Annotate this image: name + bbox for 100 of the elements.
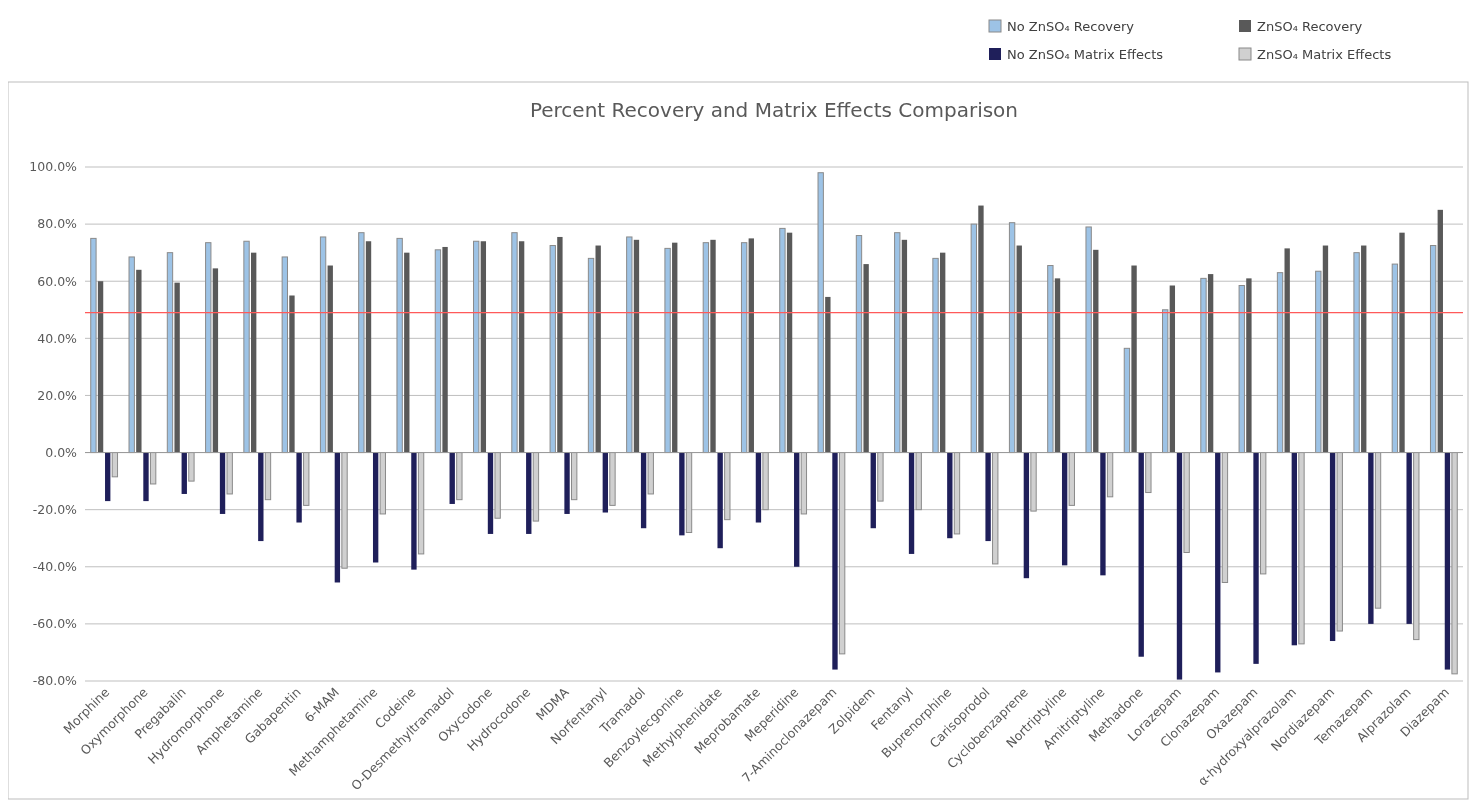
- bar: [571, 452, 578, 501]
- bar: [915, 452, 922, 511]
- bar: [327, 265, 333, 453]
- bar: [1391, 263, 1399, 454]
- bar: [319, 236, 327, 454]
- bar: [105, 452, 111, 502]
- bar: [1406, 452, 1412, 624]
- bar: [755, 452, 762, 523]
- bar: [494, 452, 501, 519]
- bar: [1451, 452, 1458, 675]
- y-tick-label: 20.0%: [37, 387, 78, 403]
- bar: [1353, 252, 1360, 454]
- bar: [838, 452, 846, 655]
- bar: [640, 452, 647, 529]
- bar: [149, 452, 157, 485]
- bar: [303, 452, 310, 506]
- bar: [90, 237, 97, 454]
- bar: [1429, 245, 1437, 454]
- bar: [1068, 452, 1075, 506]
- bar: [296, 452, 302, 523]
- bar: [1221, 452, 1229, 583]
- bar: [1444, 452, 1451, 670]
- bar: [947, 452, 953, 539]
- legend-label: No ZnSO₄ Matrix Effects: [1007, 47, 1164, 62]
- bar: [434, 249, 442, 454]
- bar: [1215, 452, 1221, 673]
- y-tick-label: 80.0%: [37, 216, 78, 232]
- bar: [473, 240, 480, 454]
- bar: [685, 452, 693, 534]
- bar: [940, 252, 946, 453]
- bar: [334, 452, 341, 583]
- bar: [1298, 452, 1305, 645]
- bar: [877, 452, 884, 502]
- bar: [281, 256, 288, 454]
- bar: [404, 252, 410, 453]
- bar: [1162, 309, 1169, 454]
- bar: [557, 236, 563, 453]
- bar: [1093, 249, 1099, 453]
- bar: [664, 247, 671, 454]
- bar: [264, 452, 272, 501]
- bar: [188, 452, 195, 482]
- bar: [181, 452, 187, 494]
- bar: [174, 282, 180, 453]
- bar: [1030, 452, 1037, 512]
- bar: [289, 295, 295, 453]
- bar: [985, 452, 991, 542]
- bar: [111, 452, 119, 478]
- bar: [511, 232, 518, 454]
- bar: [587, 257, 595, 454]
- bar: [748, 238, 754, 453]
- bar: [1176, 452, 1183, 680]
- bar: [1023, 452, 1030, 579]
- bar: [1276, 272, 1284, 454]
- bar: [1169, 285, 1176, 453]
- bar: [1061, 452, 1068, 566]
- bar: [166, 252, 174, 454]
- bar: [609, 452, 616, 506]
- bar: [526, 452, 532, 534]
- bar: [258, 452, 264, 542]
- y-tick-label: 0.0%: [45, 444, 78, 460]
- bar: [855, 235, 863, 454]
- bar: [1138, 452, 1144, 657]
- bar: [1123, 347, 1131, 454]
- bar: [908, 452, 915, 554]
- y-tick-label: -60.0%: [32, 616, 78, 632]
- bar: [825, 296, 831, 453]
- bar: [1008, 222, 1016, 454]
- bar: [143, 452, 149, 502]
- bar: [602, 452, 608, 513]
- bar: [932, 257, 939, 454]
- bar: [1253, 452, 1259, 664]
- bar: [480, 241, 487, 453]
- bar: [372, 452, 379, 563]
- bar: [251, 252, 257, 453]
- bar: [762, 452, 769, 511]
- bar: [633, 239, 640, 453]
- bar: [647, 452, 654, 495]
- bar: [128, 256, 135, 454]
- bar: [379, 452, 386, 515]
- bar: [1361, 245, 1367, 453]
- bar: [710, 239, 716, 453]
- bar: [1437, 209, 1443, 453]
- bar: [901, 239, 908, 453]
- bar: [970, 223, 977, 454]
- bar: [442, 246, 448, 453]
- bar: [1413, 452, 1420, 641]
- bar: [1207, 274, 1214, 453]
- bar: [136, 269, 142, 453]
- bar: [595, 245, 601, 453]
- bar: [564, 452, 570, 514]
- bar: [226, 452, 233, 495]
- bar: [411, 452, 417, 570]
- bar: [870, 452, 876, 529]
- bar: [1246, 278, 1252, 453]
- bar: [863, 264, 869, 453]
- bar: [487, 452, 494, 534]
- bar: [449, 452, 455, 504]
- y-tick-label: -80.0%: [32, 673, 78, 689]
- y-tick-label: 60.0%: [37, 273, 78, 289]
- bar: [786, 232, 793, 453]
